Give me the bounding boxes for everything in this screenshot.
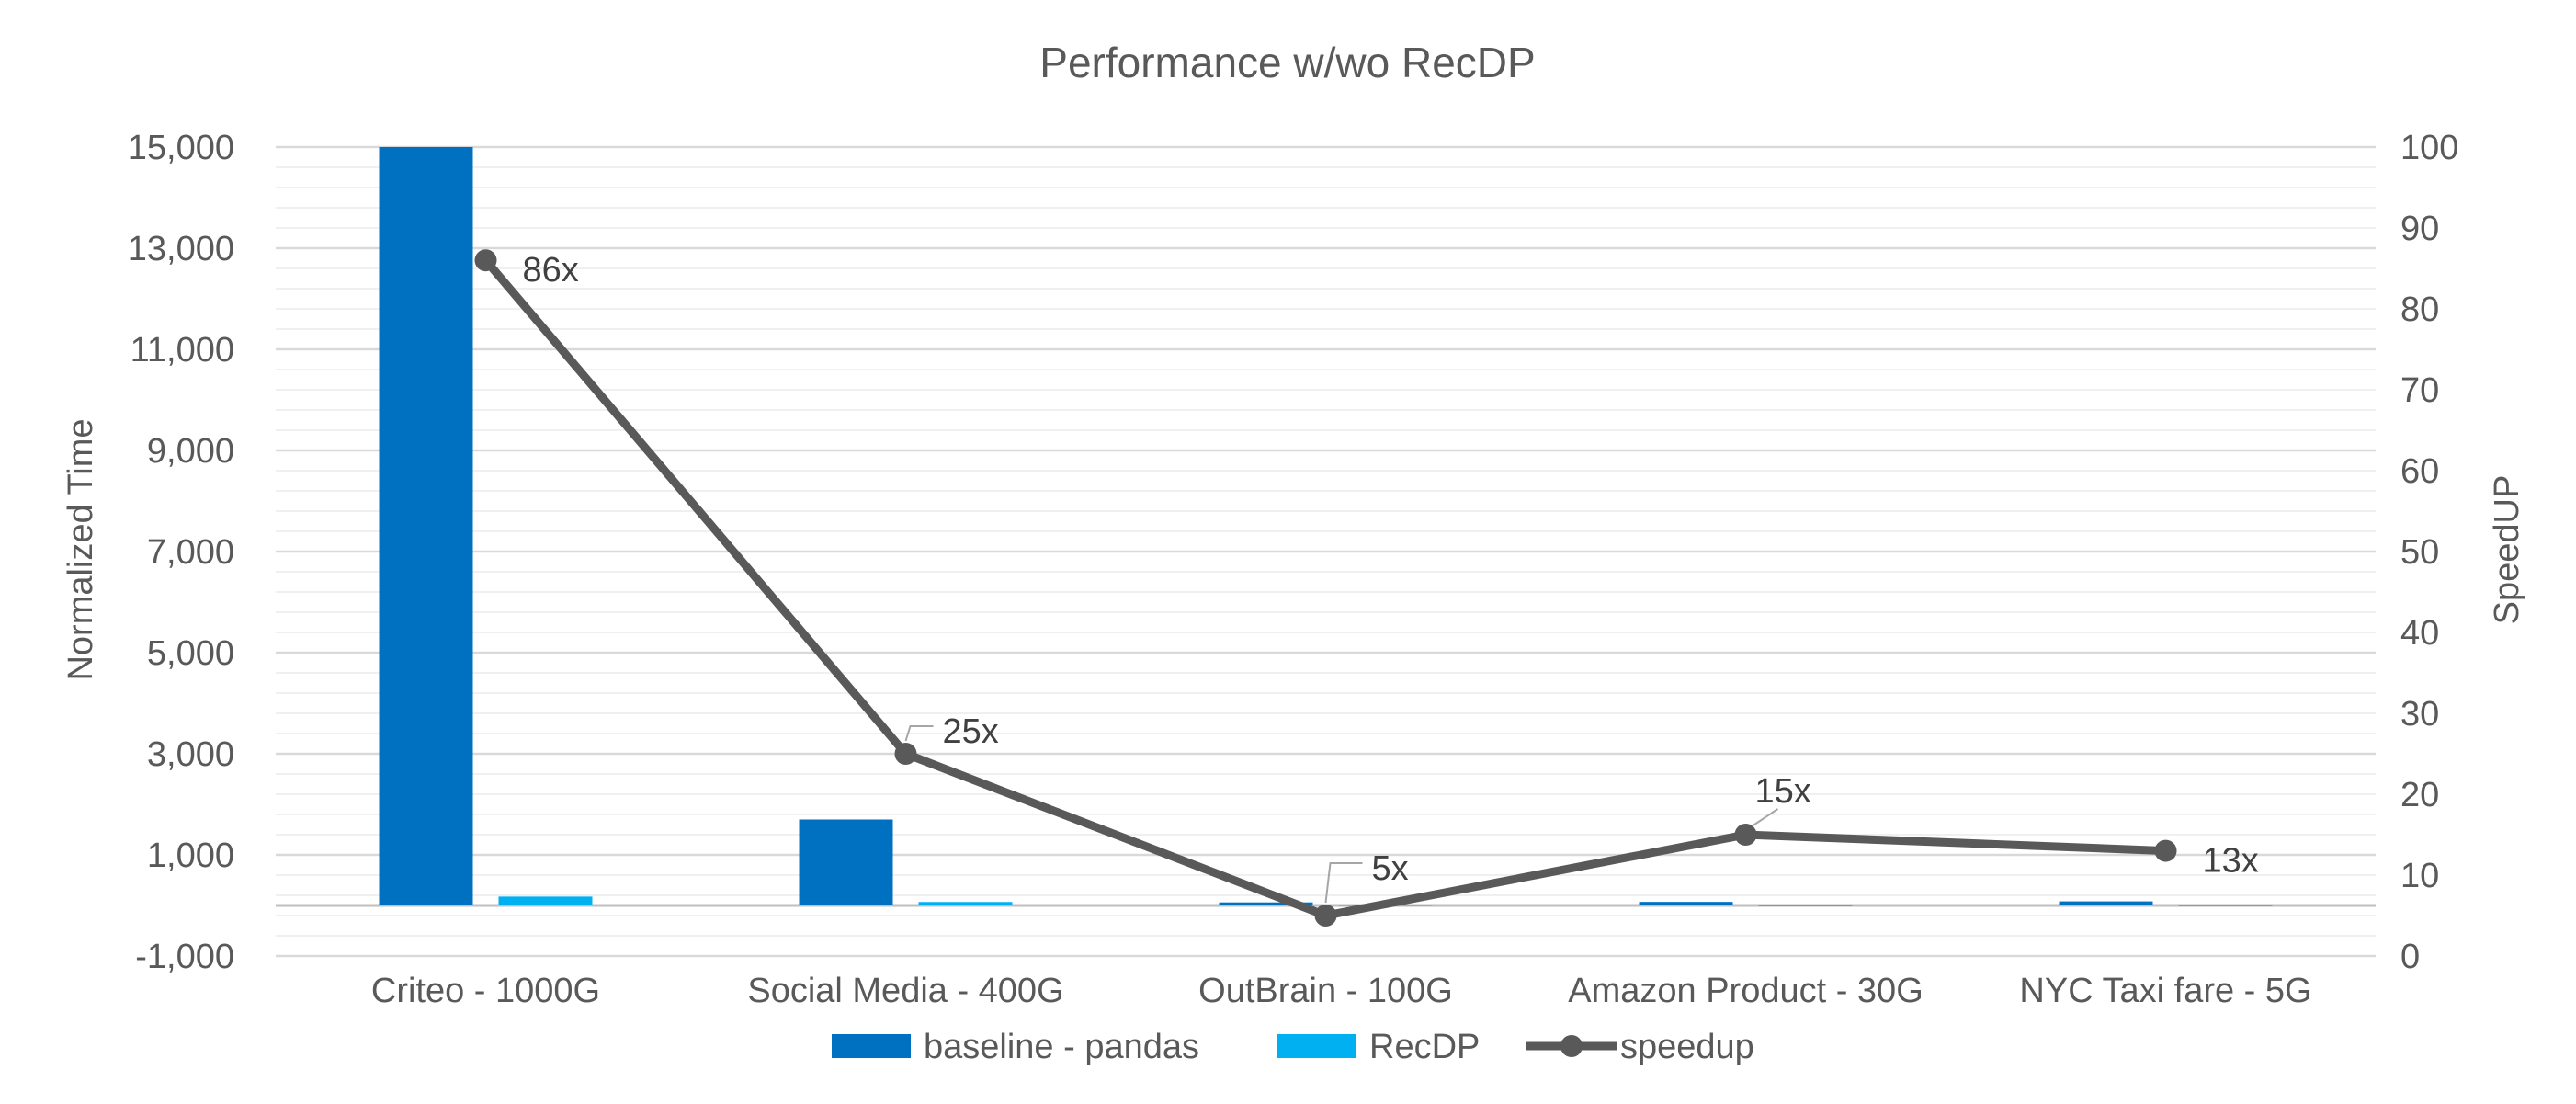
leader-line-1 — [904, 725, 934, 742]
speedup-point-2 — [1314, 905, 1337, 927]
speedup-label-2: 5x — [1372, 849, 1409, 888]
y-tick-label: 13,000 — [128, 230, 234, 268]
speedup-line — [482, 257, 2166, 920]
bar-recdp-4 — [2178, 905, 2273, 906]
speedup-point-0 — [474, 249, 497, 272]
y2-tick-label: 40 — [2400, 614, 2439, 653]
y2-tick-label: 100 — [2400, 129, 2458, 167]
leader-line-3 — [1752, 808, 1779, 826]
bar-baseline-pandas-4 — [2059, 901, 2153, 905]
y2-tick-label: 50 — [2400, 533, 2439, 572]
legend-label-recdp: RecDP — [1369, 1028, 1480, 1066]
bar-recdp-3 — [1758, 905, 1853, 906]
y-axis-title: Normalized Time — [62, 418, 100, 680]
y-tick-label: -1,000 — [135, 938, 234, 976]
y2-tick-label: 90 — [2400, 210, 2439, 248]
y2-tick-label: 20 — [2400, 776, 2439, 814]
x-tick-label-3: Amazon Product - 30G — [1568, 972, 1923, 1010]
y2-tick-label: 30 — [2400, 695, 2439, 734]
y2-axis-title: SpeedUP — [2488, 475, 2526, 625]
y2-tick-label: 0 — [2400, 938, 2420, 976]
y-tick-label: 7,000 — [147, 533, 234, 572]
x-tick-label-4: NYC Taxi fare - 5G — [2019, 972, 2311, 1010]
x-tick-label-0: Criteo - 1000G — [371, 972, 600, 1010]
legend-swatch-recdp — [1277, 1034, 1356, 1058]
speedup-point-3 — [1734, 824, 1757, 846]
speedup-point-1 — [894, 743, 917, 765]
gridlines — [276, 145, 2376, 958]
legend-swatch-baseline-pandas — [832, 1034, 911, 1058]
bar-baseline-pandas-3 — [1639, 902, 1733, 905]
bar-recdp-1 — [918, 902, 1013, 905]
y-tick-label: 11,000 — [131, 331, 234, 370]
speedup-point-4 — [2154, 839, 2177, 862]
tick-labels: -1,000 1,000 3,000 5,000 7,000 9,000 11,000 13,… — [128, 129, 2459, 1010]
y-tick-label: 9,000 — [147, 432, 234, 471]
speedup-line-layer: 86x 25x 5x 15x 13x — [474, 249, 2259, 927]
speedup-label-4: 13x — [2203, 842, 2259, 881]
x-tick-label-1: Social Media - 400G — [747, 972, 1063, 1010]
bar-baseline-pandas-1 — [799, 819, 893, 905]
speedup-label-0: 86x — [523, 251, 579, 290]
y2-tick-label: 60 — [2400, 452, 2439, 491]
y-tick-label: 5,000 — [147, 634, 234, 673]
y-tick-label: 3,000 — [147, 735, 234, 774]
leader-line-2 — [1324, 862, 1363, 904]
bar-recdp-0 — [498, 896, 593, 905]
y-tick-label: 15,000 — [128, 129, 234, 167]
speedup-label-1: 25x — [943, 712, 999, 751]
legend-label-baseline-pandas: baseline - pandas — [924, 1028, 1199, 1066]
bars — [379, 147, 2273, 906]
speedup-label-3: 15x — [1755, 772, 1811, 811]
legend-marker-speedup — [1560, 1035, 1583, 1057]
bar-baseline-pandas-0 — [379, 147, 473, 905]
legend: baseline - pandas RecDP speedup — [832, 1028, 1754, 1066]
x-tick-label-2: OutBrain - 100G — [1198, 972, 1453, 1010]
y2-tick-label: 70 — [2400, 371, 2439, 410]
y-tick-label: 1,000 — [147, 837, 234, 875]
y2-tick-label: 10 — [2400, 857, 2439, 895]
chart-title: Performance w/wo RecDP — [1039, 39, 1535, 86]
bar-baseline-pandas-2 — [1219, 902, 1313, 905]
y2-tick-label: 80 — [2400, 290, 2439, 329]
legend-label-speedup: speedup — [1620, 1028, 1754, 1066]
